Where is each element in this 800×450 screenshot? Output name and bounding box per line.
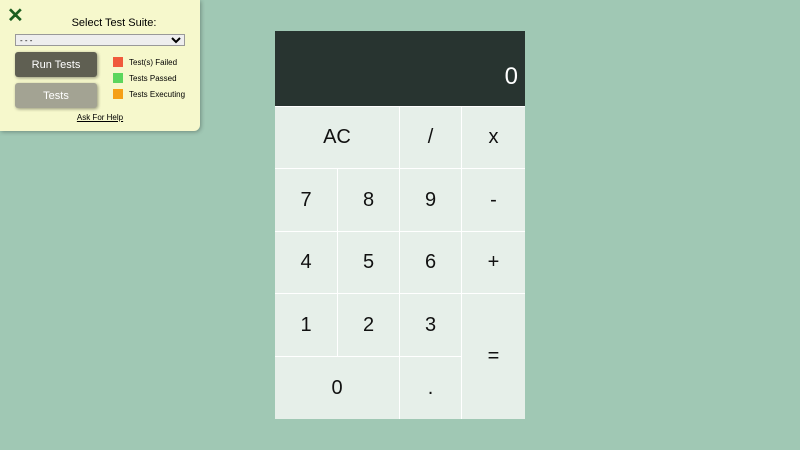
zero-button[interactable]: 0 (275, 357, 399, 419)
eight-button[interactable]: 8 (338, 169, 399, 231)
passed-swatch (113, 73, 123, 83)
subtract-button[interactable]: - (462, 169, 525, 231)
three-button[interactable]: 3 (400, 294, 461, 356)
calculator-display: 0 (275, 31, 525, 106)
legend-label: Tests Passed (129, 73, 177, 83)
test-panel: ✕ Select Test Suite: - - - Run Tests Tes… (0, 0, 200, 131)
executing-swatch (113, 89, 123, 99)
failed-swatch (113, 57, 123, 67)
calculator: 0 AC / x 7 8 9 - 4 5 6 + 1 2 3 = 0 . (275, 31, 525, 419)
four-button[interactable]: 4 (275, 232, 337, 293)
run-tests-button[interactable]: Run Tests (15, 52, 97, 77)
five-button[interactable]: 5 (338, 232, 399, 293)
one-button[interactable]: 1 (275, 294, 337, 356)
test-suite-select[interactable]: - - - (15, 34, 185, 46)
legend-failed: Test(s) Failed (113, 57, 177, 67)
legend-executing: Tests Executing (113, 89, 185, 99)
six-button[interactable]: 6 (400, 232, 461, 293)
multiply-button[interactable]: x (462, 107, 525, 168)
seven-button[interactable]: 7 (275, 169, 337, 231)
tests-button[interactable]: Tests (15, 83, 97, 108)
select-suite-label: Select Test Suite: (71, 17, 157, 29)
nine-button[interactable]: 9 (400, 169, 461, 231)
legend-label: Test(s) Failed (129, 57, 178, 67)
two-button[interactable]: 2 (338, 294, 399, 356)
decimal-button[interactable]: . (400, 357, 461, 419)
legend-label: Tests Executing (129, 89, 186, 99)
divide-button[interactable]: / (400, 107, 461, 168)
close-icon[interactable]: ✕ (7, 5, 24, 27)
equals-button[interactable]: = (462, 294, 525, 419)
clear-button[interactable]: AC (275, 107, 399, 168)
legend-passed: Tests Passed (113, 73, 177, 83)
add-button[interactable]: + (462, 232, 525, 293)
ask-for-help-link[interactable]: Ask For Help (76, 113, 124, 122)
